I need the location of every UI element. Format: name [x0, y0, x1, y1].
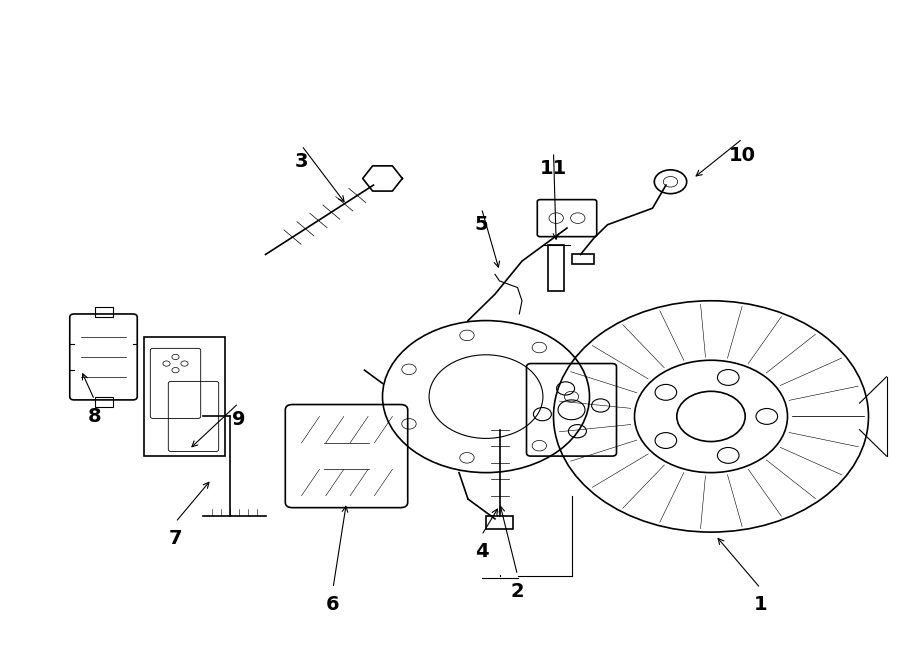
Bar — [548, 245, 564, 291]
Text: 1: 1 — [753, 596, 768, 614]
Bar — [572, 254, 594, 264]
Text: 8: 8 — [87, 407, 102, 426]
Text: 2: 2 — [510, 582, 525, 601]
Text: 11: 11 — [540, 159, 567, 178]
Text: 3: 3 — [295, 153, 308, 171]
Bar — [94, 397, 112, 407]
Bar — [486, 516, 513, 529]
Text: 5: 5 — [474, 215, 489, 234]
Text: 6: 6 — [326, 596, 340, 614]
Text: 4: 4 — [474, 543, 489, 561]
Bar — [94, 307, 112, 317]
Text: 10: 10 — [729, 146, 756, 165]
Bar — [144, 337, 225, 456]
Text: 7: 7 — [169, 529, 182, 548]
Text: 9: 9 — [232, 410, 245, 429]
